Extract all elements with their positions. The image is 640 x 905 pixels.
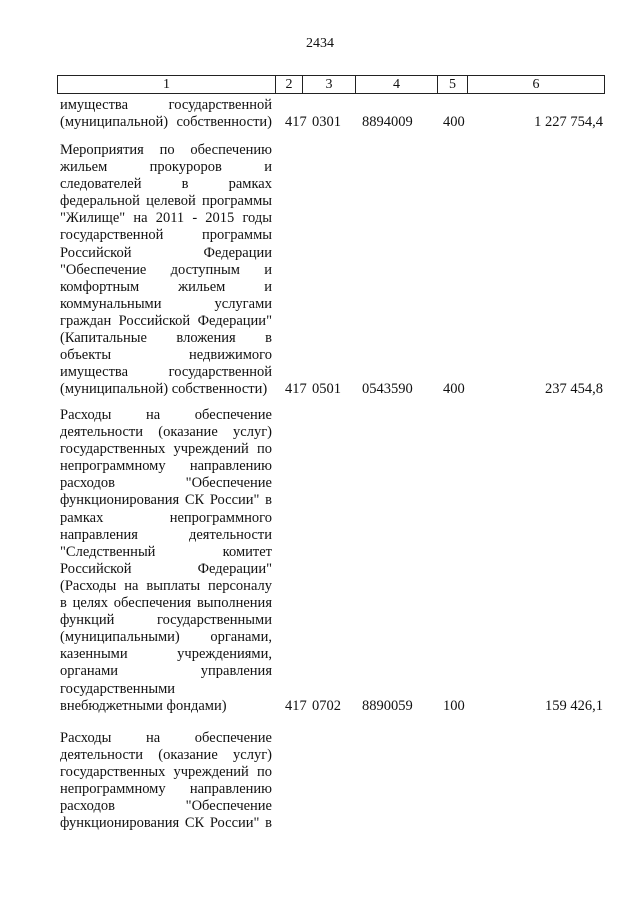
description-line: следователей в рамках <box>60 176 272 193</box>
description-line: государственных учреждений по <box>60 441 272 458</box>
description-line: коммунальными услугами <box>60 295 272 312</box>
description-line: Российской Федерации <box>60 244 272 261</box>
description-line: государственных учреждений по <box>60 764 272 781</box>
description-line: в целях обеспечения выполнения <box>60 595 272 612</box>
description-line: деятельности (оказание услуг) <box>60 747 272 764</box>
description-line: рамках непрограммного <box>60 509 272 526</box>
description-line: непрограммному направлению <box>60 458 272 475</box>
header-col-6: 6 <box>532 77 540 92</box>
description-line: функционирования СК России" в <box>60 492 272 509</box>
row-values: 417 0702 8890059 100 159 426,1 <box>60 698 605 715</box>
description-line: жильем прокуроров и <box>60 159 272 176</box>
description-line: имущества государственной <box>60 364 272 381</box>
row-values: 417 0301 8894009 400 1 227 754,4 <box>60 114 605 131</box>
description-line: (муниципальной) собственности) <box>60 381 268 398</box>
description-line: Расходы на обеспечение <box>60 407 272 423</box>
value-col-2: 417 <box>285 114 307 131</box>
value-col-6: 159 426,1 <box>545 697 603 714</box>
table-row: Расходы на обеспечение деятельности (оказ… <box>60 407 605 715</box>
value-col-2: 417 <box>285 697 307 714</box>
description-line: Мероприятия по обеспечению <box>60 142 272 158</box>
description-line: имущества государственной <box>60 97 272 113</box>
header-col-4: 4 <box>356 76 438 93</box>
value-col-4: 0543590 <box>362 381 413 398</box>
value-col-5: 400 <box>443 381 465 398</box>
value-col-5: 100 <box>443 697 465 714</box>
description-line: "Обеспечение доступным и <box>60 261 272 278</box>
description-line: "Жилище" на 2011 - 2015 годы <box>60 210 272 227</box>
description-line: казенными учреждениями, <box>60 646 272 663</box>
description-line: "Следственный комитет <box>60 543 272 560</box>
page-number: 2434 <box>306 36 334 51</box>
description-line: (муниципальной) собственности) <box>60 114 272 131</box>
value-col-6: 1 227 754,4 <box>534 114 603 131</box>
description-line: (Расходы на выплаты персоналу <box>60 577 272 594</box>
description-line: непрограммному направлению <box>60 781 272 798</box>
description-line: федеральной целевой программы <box>60 193 272 210</box>
header-col-5: 5 <box>438 76 468 93</box>
description-line: государственной программы <box>60 227 272 244</box>
header-col-2: 2 <box>276 76 303 93</box>
description-line: Российской Федерации" <box>60 560 272 577</box>
value-col-2: 417 <box>285 381 307 398</box>
value-col-3: 0702 <box>312 697 341 714</box>
header-col-1: 1 <box>58 76 276 93</box>
value-col-4: 8894009 <box>362 114 413 131</box>
row-description: имущества государственной (муниципальной)… <box>60 97 272 131</box>
row-values: 417 0501 0543590 400 237 454,8 <box>60 381 605 398</box>
row-description: Мероприятия по обеспечению жильем прокуро… <box>60 142 272 398</box>
description-line: внебюджетными фондами) <box>60 697 227 714</box>
description-line: расходов "Обеспечение <box>60 798 272 815</box>
header-col-3: 3 <box>303 76 356 93</box>
description-line: (муниципальными) органами, <box>60 629 272 646</box>
description-line: государственными <box>60 680 176 697</box>
description-line: объекты недвижимого <box>60 347 272 364</box>
table-row: Мероприятия по обеспечению жильем прокуро… <box>60 142 605 399</box>
description-line: органами управления <box>60 663 272 680</box>
value-col-5: 400 <box>443 114 465 131</box>
table-row: Расходы на обеспечение деятельности (оказ… <box>60 730 605 833</box>
value-col-4: 8890059 <box>362 697 413 714</box>
description-line: направления деятельности <box>60 526 272 543</box>
description-line: граждан Российской Федерации" <box>60 312 272 329</box>
table-header: 1 2 3 4 5 6 <box>57 75 605 94</box>
value-col-6: 237 454,8 <box>545 381 603 398</box>
value-col-3: 0301 <box>312 114 341 131</box>
description-line: деятельности (оказание услуг) <box>60 424 272 441</box>
value-col-3: 0501 <box>312 381 341 398</box>
description-line: (Капитальные вложения в <box>60 330 272 347</box>
description-line: Расходы на обеспечение <box>60 730 272 746</box>
description-line: функционирования СК России" в <box>60 815 272 832</box>
description-line: расходов "Обеспечение <box>60 475 272 492</box>
row-description: Расходы на обеспечение деятельности (оказ… <box>60 730 272 833</box>
table-row: имущества государственной (муниципальной)… <box>60 97 605 131</box>
description-line: комфортным жильем и <box>60 278 272 295</box>
row-description: Расходы на обеспечение деятельности (оказ… <box>60 407 272 715</box>
description-line: функций государственными <box>60 612 272 629</box>
